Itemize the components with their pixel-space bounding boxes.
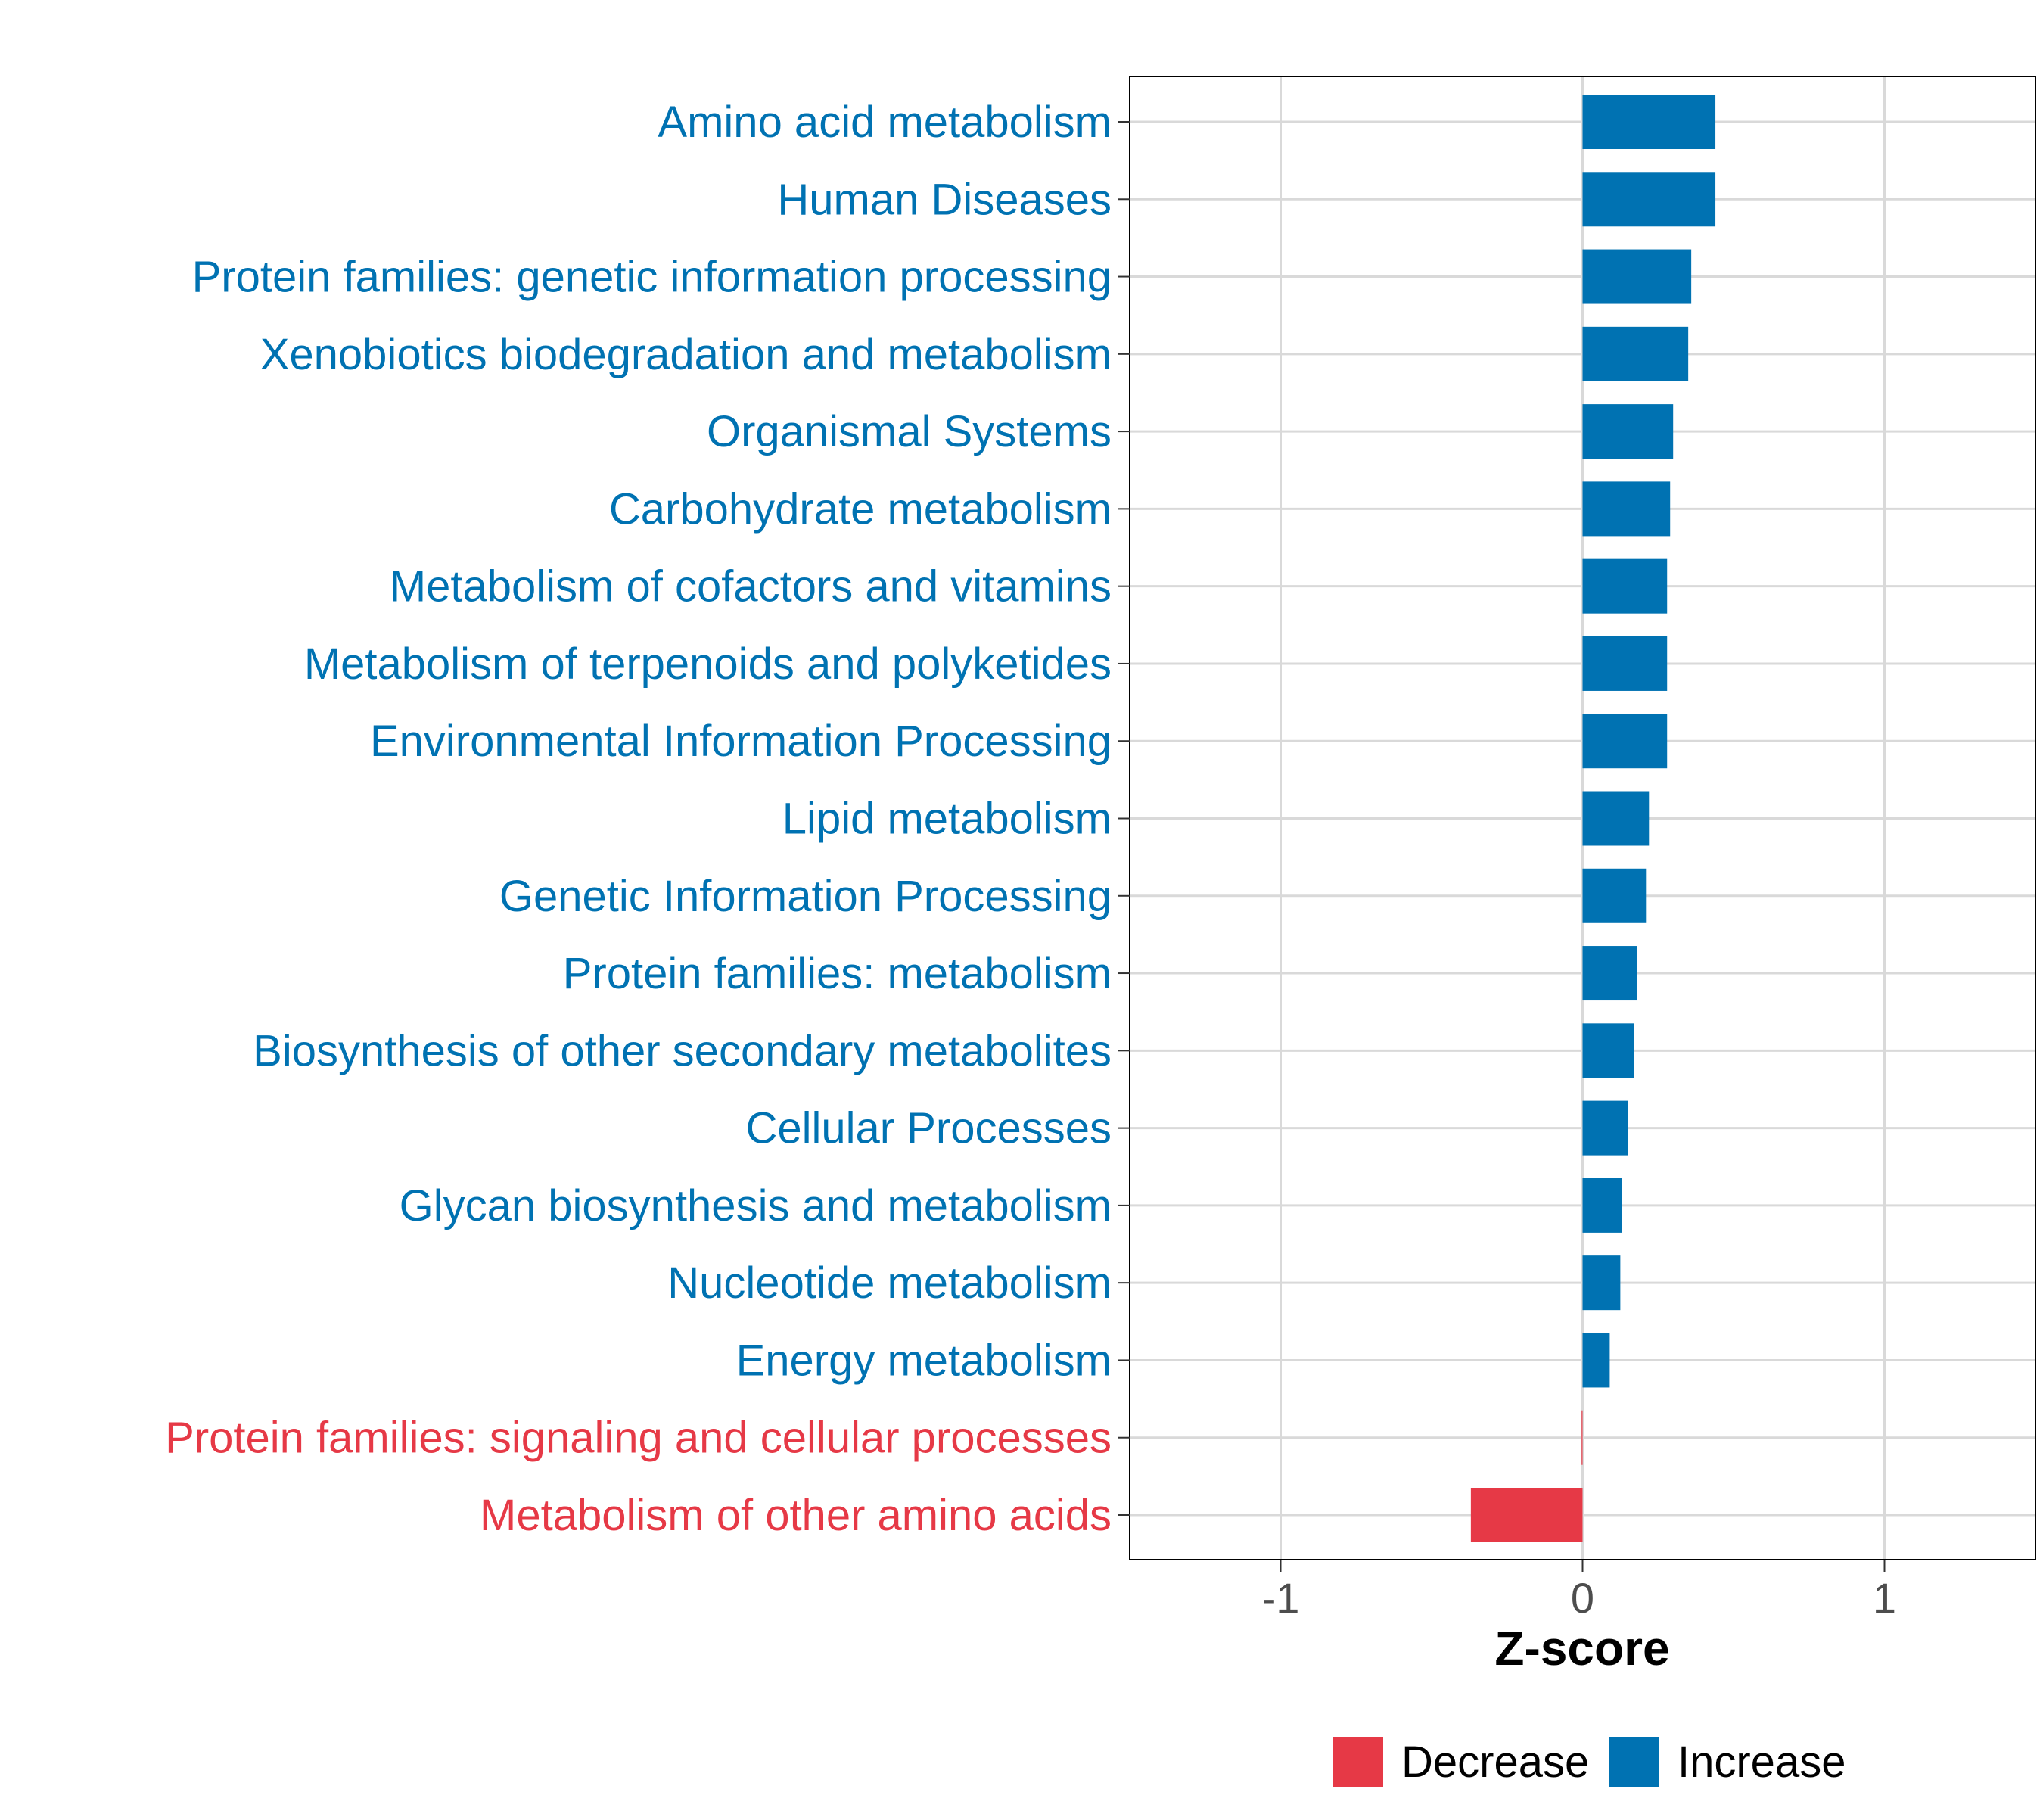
y-tick-label: Protein families: signaling and cellular… (165, 1414, 1112, 1463)
bar (1582, 481, 1671, 537)
y-tick-label: Biosynthesis of other secondary metaboli… (253, 1026, 1112, 1075)
bar (1582, 714, 1668, 769)
bar (1582, 791, 1650, 846)
x-tick-label: 1 (1873, 1574, 1896, 1622)
y-axis: Amino acid metabolism Human Diseases Prote… (165, 98, 1130, 1540)
bar (1582, 326, 1689, 381)
y-tick-label: Glycan biosynthesis and metabolism (400, 1181, 1112, 1230)
y-tick-label: Lipid metabolism (782, 795, 1112, 844)
y-tick-label: Protein families: metabolism (563, 949, 1112, 998)
x-tick-label: -1 (1262, 1574, 1300, 1622)
bar-layer (1470, 95, 1716, 1542)
y-tick-label: Metabolism of terpenoids and polyketides (304, 639, 1112, 689)
y-tick-label: Protein families: genetic information pr… (192, 253, 1112, 302)
y-tick-label: Energy metabolism (736, 1336, 1112, 1385)
bar (1582, 1333, 1610, 1388)
legend-label-decrease: Decrease (1401, 1738, 1589, 1787)
bar (1582, 868, 1647, 923)
x-axis-title: Z-score (1494, 1621, 1669, 1675)
bar (1582, 1023, 1634, 1078)
bar (1470, 1488, 1583, 1542)
y-tick-label: Environmental Information Processing (370, 717, 1112, 766)
y-tick-label: Metabolism of other amino acids (480, 1491, 1112, 1540)
bar (1582, 1100, 1628, 1156)
y-tick-label: Amino acid metabolism (658, 98, 1112, 147)
legend-key-increase (1609, 1737, 1659, 1787)
y-tick-label: Xenobiotics biodegradation and metabolis… (260, 330, 1112, 379)
legend-label-increase: Increase (1678, 1738, 1846, 1787)
bar (1582, 249, 1692, 304)
bar (1582, 172, 1716, 227)
y-tick-label: Metabolism of cofactors and vitamins (390, 562, 1112, 611)
bar (1582, 636, 1668, 691)
bar (1582, 95, 1716, 149)
y-tick-label: Cellular Processes (745, 1104, 1112, 1153)
y-tick-label: Human Diseases (777, 175, 1112, 224)
y-tick-label: Nucleotide metabolism (667, 1258, 1112, 1308)
bar (1582, 946, 1637, 1001)
bar (1582, 558, 1668, 614)
bar (1582, 404, 1674, 459)
x-axis: -1 0 1 (1262, 1560, 1896, 1622)
y-tick-label: Organismal Systems (707, 407, 1112, 456)
x-tick-label: 0 (1571, 1574, 1594, 1622)
y-tick-label: Carbohydrate metabolism (609, 484, 1112, 534)
bar (1581, 1410, 1583, 1465)
bar (1582, 1255, 1621, 1311)
y-tick-label: Genetic Information Processing (499, 872, 1112, 921)
bar (1582, 1178, 1622, 1233)
legend: Decrease Increase (1333, 1737, 1846, 1787)
legend-key-decrease (1333, 1737, 1383, 1787)
